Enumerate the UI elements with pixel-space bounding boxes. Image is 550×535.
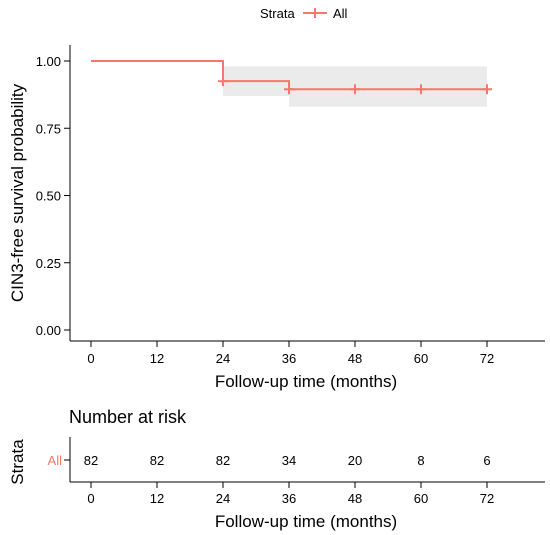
legend-label: All (333, 6, 348, 21)
legend: Strata All (260, 6, 348, 21)
y-axis-label: CIN3-free survival probability (8, 83, 27, 302)
risk-table-title: Number at risk (69, 407, 187, 427)
risk-x-tick-label: 12 (150, 491, 164, 506)
y-tick-label: 0.75 (36, 121, 61, 136)
x-tick-label: 24 (216, 351, 230, 366)
risk-table-ylabel: Strata (8, 439, 27, 485)
risk-count: 6 (483, 453, 490, 468)
y-tick-label: 1.00 (36, 54, 61, 69)
risk-x-tick-label: 60 (414, 491, 428, 506)
x-axis-ticks: 0 12 24 36 48 60 72 (87, 341, 494, 366)
y-axis-ticks: 0.00 0.25 0.50 0.75 1.00 (36, 54, 70, 338)
risk-count: 8 (417, 453, 424, 468)
legend-title: Strata (260, 6, 295, 21)
ci-band-segment-2 (289, 66, 487, 106)
x-axis-label: Follow-up time (months) (215, 372, 397, 391)
risk-count: 82 (150, 453, 164, 468)
risk-count: 34 (282, 453, 296, 468)
risk-x-tick-label: 36 (282, 491, 296, 506)
risk-table-x-ticks: 0 12 24 36 48 60 72 (87, 482, 494, 506)
y-tick-label: 0.50 (36, 189, 61, 204)
x-tick-label: 60 (414, 351, 428, 366)
x-tick-label: 72 (480, 351, 494, 366)
risk-x-tick-label: 24 (216, 491, 230, 506)
x-tick-label: 12 (150, 351, 164, 366)
y-tick-label: 0.00 (36, 323, 61, 338)
risk-count: 20 (348, 453, 362, 468)
risk-count: 82 (84, 453, 98, 468)
x-tick-label: 36 (282, 351, 296, 366)
y-tick-label: 0.25 (36, 256, 61, 271)
x-tick-label: 0 (87, 351, 94, 366)
risk-count: 82 (216, 453, 230, 468)
risk-x-tick-label: 72 (480, 491, 494, 506)
risk-counts: 82 82 82 34 20 8 6 (84, 453, 491, 468)
risk-x-tick-label: 48 (348, 491, 362, 506)
x-tick-label: 48 (348, 351, 362, 366)
risk-x-tick-label: 0 (87, 491, 94, 506)
risk-table-row-label: All (48, 453, 63, 468)
risk-table-x-label: Follow-up time (months) (215, 512, 397, 531)
risk-table: Number at risk Strata All 82 82 82 34 20 8 6 0… (8, 407, 545, 531)
